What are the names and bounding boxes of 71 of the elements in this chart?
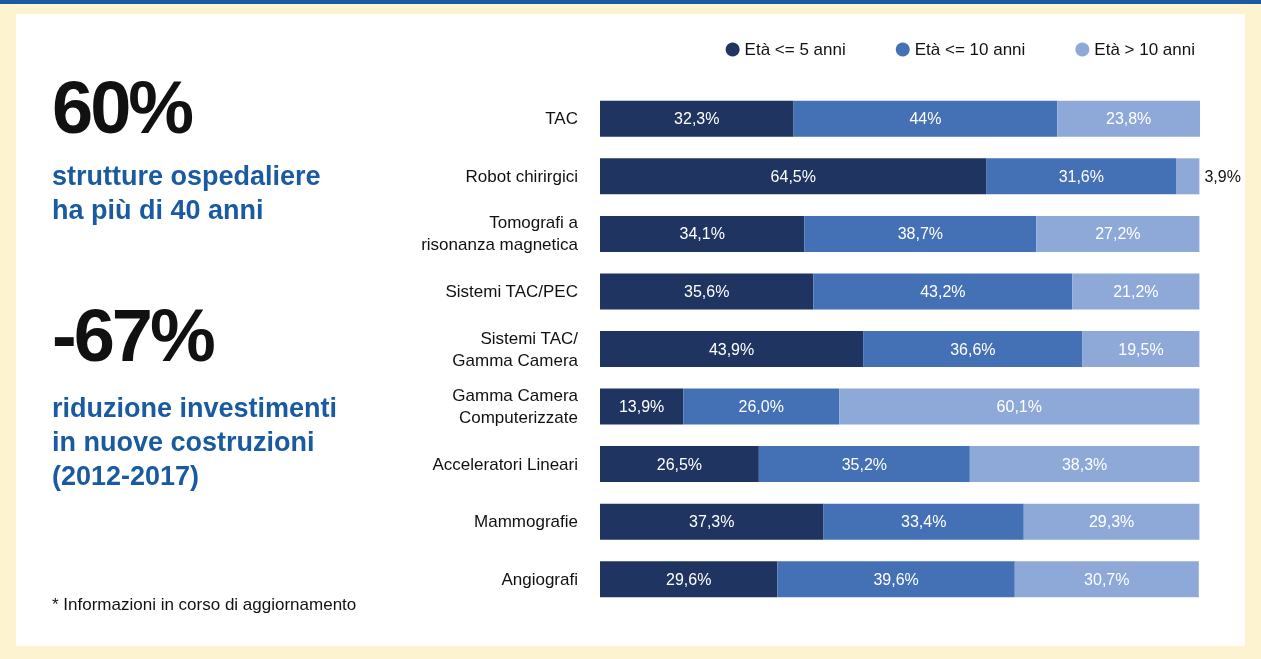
- text: strutture ospedaliere ha più di 40 anni: [52, 160, 321, 227]
- bar: [1082, 331, 1200, 367]
- text: 60%: [52, 65, 192, 151]
- data-label: 19,5%: [1118, 340, 1164, 358]
- bar: [813, 273, 1073, 310]
- data-label: 39,6%: [873, 570, 919, 588]
- bar: [600, 100, 794, 137]
- y-tick-label: TAC: [545, 109, 578, 129]
- data-label: 26,5%: [656, 455, 703, 473]
- data-label: 35,6%: [684, 282, 730, 300]
- data-label: 29,6%: [666, 570, 712, 588]
- data-label: 32,3%: [674, 110, 720, 128]
- bar: [804, 215, 1037, 252]
- bar: [969, 446, 1200, 483]
- data-label: 37,3%: [689, 513, 735, 531]
- data-label: 64,5%: [770, 167, 816, 185]
- bar: [683, 388, 840, 425]
- bar: [1023, 503, 1200, 540]
- data-label: 60,1%: [996, 398, 1042, 416]
- y-tick-label: Gamma Camera Computerizzate: [452, 386, 579, 428]
- bar: [793, 100, 1058, 137]
- data-label: 27,2%: [1095, 225, 1141, 243]
- data-label: 43,9%: [708, 340, 755, 358]
- bar: [600, 561, 778, 598]
- bar: [600, 215, 805, 252]
- bar: [600, 503, 824, 540]
- data-label: 29,3%: [1088, 513, 1135, 531]
- y-tick-label: Mammografie: [474, 512, 578, 532]
- bar: [839, 388, 1200, 425]
- text: riduzione investimenti in nuove costruzioni (2012-2017): [52, 392, 338, 493]
- legend-label: Età <= 5 anni: [744, 40, 846, 59]
- data-label: 23,8%: [1105, 110, 1152, 128]
- bar: [600, 388, 684, 425]
- data-label: 3,9%: [1204, 167, 1241, 185]
- data-label: 26,0%: [738, 398, 784, 416]
- data-label: 43,2%: [920, 282, 966, 300]
- data-label: 34,1%: [679, 225, 725, 243]
- y-tick-label: Acceleratori Lineari: [432, 454, 578, 474]
- y-tick-label: Sistemi TAC/PEC: [445, 281, 578, 301]
- bar: [823, 503, 1024, 540]
- legend-label: Età > 10 anni: [1094, 40, 1196, 59]
- y-tick-label: Angiografi: [501, 569, 578, 589]
- data-label: 35,2%: [841, 455, 888, 473]
- legend-label: Età <= 10 anni: [914, 40, 1026, 59]
- data-label: 36,6%: [950, 340, 996, 358]
- data-label: 13,9%: [618, 398, 665, 416]
- data-label: 38,7%: [897, 225, 944, 243]
- bar: [863, 331, 1083, 367]
- data-label: 21,2%: [1113, 282, 1159, 300]
- bar: [1014, 561, 1199, 598]
- bar: [1176, 158, 1200, 195]
- y-tick-label: Sistemi TAC/ Gamma Camera: [452, 328, 579, 370]
- data-label: 31,6%: [1058, 167, 1105, 185]
- y-tick-label: Robot chirirgici: [465, 166, 578, 186]
- bar: [600, 273, 814, 310]
- bar: [986, 158, 1177, 195]
- text: -67%: [52, 293, 213, 379]
- y-tick-label: Tomografi a risonanza magnetica: [421, 213, 579, 255]
- data-label: 38,3%: [1061, 455, 1108, 473]
- bar: [1057, 100, 1200, 137]
- data-label: 30,7%: [1084, 570, 1130, 588]
- data-label: 44%: [909, 110, 942, 128]
- bar: [1036, 215, 1200, 252]
- bar: [600, 446, 759, 483]
- text: * Informazioni in corso di aggiornamento: [52, 594, 357, 616]
- bar: [600, 331, 864, 367]
- bar: [1072, 273, 1200, 310]
- bar: [600, 158, 987, 195]
- data-label: 33,4%: [900, 513, 947, 531]
- bar: [758, 446, 970, 483]
- bar: [777, 561, 1015, 598]
